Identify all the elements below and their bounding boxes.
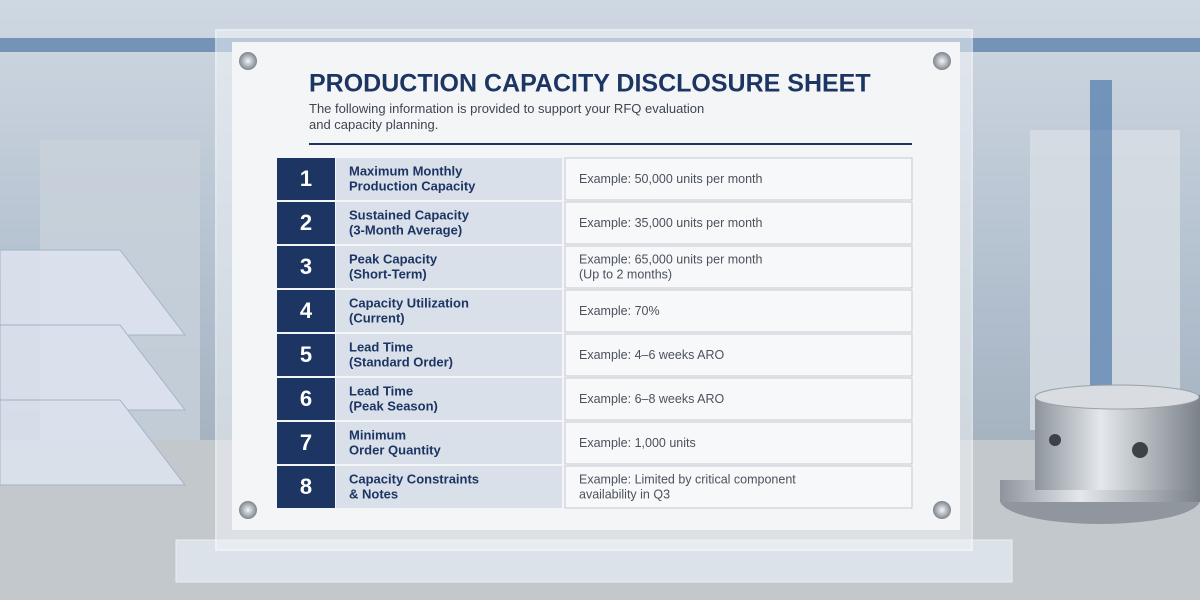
row-label-line: Peak Capacity	[349, 252, 438, 267]
value-cell	[564, 157, 913, 201]
row-label: Maximum Monthly Production Capacity	[349, 164, 476, 194]
row-value-line: Example: 70%	[579, 304, 660, 318]
label-cell	[336, 466, 562, 508]
screw	[239, 501, 257, 519]
row-label: Lead Time (Standard Order)	[349, 340, 453, 370]
row-label-line: Maximum Monthly	[349, 164, 463, 179]
number-cell	[277, 334, 335, 376]
row-number: 5	[300, 342, 312, 367]
number-cell	[277, 290, 335, 332]
row-value: Example: 4–6 weeks ARO	[579, 348, 724, 362]
number-cell	[277, 378, 335, 420]
row-value: Example: 6–8 weeks ARO	[579, 392, 724, 406]
row-value: Example: 65,000 units per month (Up to 2 …	[579, 253, 762, 282]
row-number: 2	[300, 210, 312, 235]
row-number: 6	[300, 386, 312, 411]
row-value: Example: Limited by critical component av…	[579, 473, 796, 502]
row-label-line: (Current)	[349, 311, 405, 326]
row-value-line: Example: Limited by critical component	[579, 473, 796, 487]
label-cell	[336, 334, 562, 376]
row-label: Peak Capacity (Short-Term)	[349, 252, 438, 282]
row-value: Example: 1,000 units	[579, 436, 696, 450]
row-label-line: Lead Time	[349, 384, 413, 399]
number-cell	[277, 202, 335, 244]
row-value: Example: 70%	[579, 304, 660, 318]
row-value-line: Example: 4–6 weeks ARO	[579, 348, 724, 362]
value-cell	[564, 377, 913, 421]
row-value-line: (Up to 2 months)	[579, 268, 672, 282]
subtitle-line: and capacity planning.	[309, 117, 438, 132]
row-value-line: Example: 50,000 units per month	[579, 172, 762, 186]
row-label: Capacity Constraints & Notes	[349, 472, 479, 502]
screw	[239, 52, 257, 70]
row-number: 8	[300, 474, 312, 499]
row-value-line: Example: 1,000 units	[579, 436, 696, 450]
row-value: Example: 35,000 units per month	[579, 216, 762, 230]
number-cell	[277, 466, 335, 508]
value-cell	[564, 245, 913, 289]
trays	[0, 249, 187, 486]
label-cell	[336, 290, 562, 332]
row-value: Example: 50,000 units per month	[579, 172, 762, 186]
row-value-line: Example: 65,000 units per month	[579, 253, 762, 267]
row-label-line: (3-Month Average)	[349, 223, 462, 238]
row-label: Sustained Capacity (3-Month Average)	[349, 208, 470, 238]
subtitle: The following information is provided to…	[309, 101, 708, 132]
row-label-line: Sustained Capacity	[349, 208, 470, 223]
value-cell	[564, 421, 913, 465]
value-cell	[564, 333, 913, 377]
screw	[933, 52, 951, 70]
label-cell	[336, 422, 562, 464]
row-number: 1	[300, 166, 312, 191]
table: 1 Maximum Monthly Production Capacity Examp…	[277, 157, 913, 509]
label-cell	[336, 246, 562, 288]
label-cell	[336, 202, 562, 244]
row-label: Minimum Order Quantity	[349, 428, 442, 458]
number-cell	[277, 158, 335, 200]
title: PRODUCTION CAPACITY DISCLOSURE SHEET	[309, 70, 871, 98]
row-number: 4	[300, 298, 313, 323]
screw	[933, 501, 951, 519]
row-label-line: Minimum	[349, 428, 406, 443]
metal-part	[1000, 384, 1200, 524]
row-label: Capacity Utilization (Current)	[349, 296, 469, 326]
row-label-line: Capacity Utilization	[349, 296, 469, 311]
value-cell	[564, 201, 913, 245]
row-label-line: (Peak Season)	[349, 399, 438, 414]
subtitle-line: The following information is provided to…	[309, 101, 704, 116]
row-label-line: (Standard Order)	[349, 355, 453, 370]
number-cell	[277, 246, 335, 288]
row-label-line: Lead Time	[349, 340, 413, 355]
pillar	[1090, 80, 1112, 440]
value-cell	[564, 465, 913, 509]
row-label-line: & Notes	[349, 487, 398, 502]
row-label-line: Production Capacity	[349, 179, 476, 194]
label-cell	[336, 158, 562, 200]
row-number: 7	[300, 430, 312, 455]
number-cell	[277, 422, 335, 464]
row-number: 3	[300, 254, 312, 279]
label-cell	[336, 378, 562, 420]
row-label-line: Capacity Constraints	[349, 472, 479, 487]
row-value-line: Example: 35,000 units per month	[579, 216, 762, 230]
row-label-line: Order Quantity	[349, 443, 442, 458]
value-cell	[564, 289, 913, 333]
row-label: Lead Time (Peak Season)	[349, 384, 438, 414]
row-value-line: availability in Q3	[579, 488, 670, 502]
row-value-line: Example: 6–8 weeks ARO	[579, 392, 724, 406]
row-label-line: (Short-Term)	[349, 267, 427, 282]
